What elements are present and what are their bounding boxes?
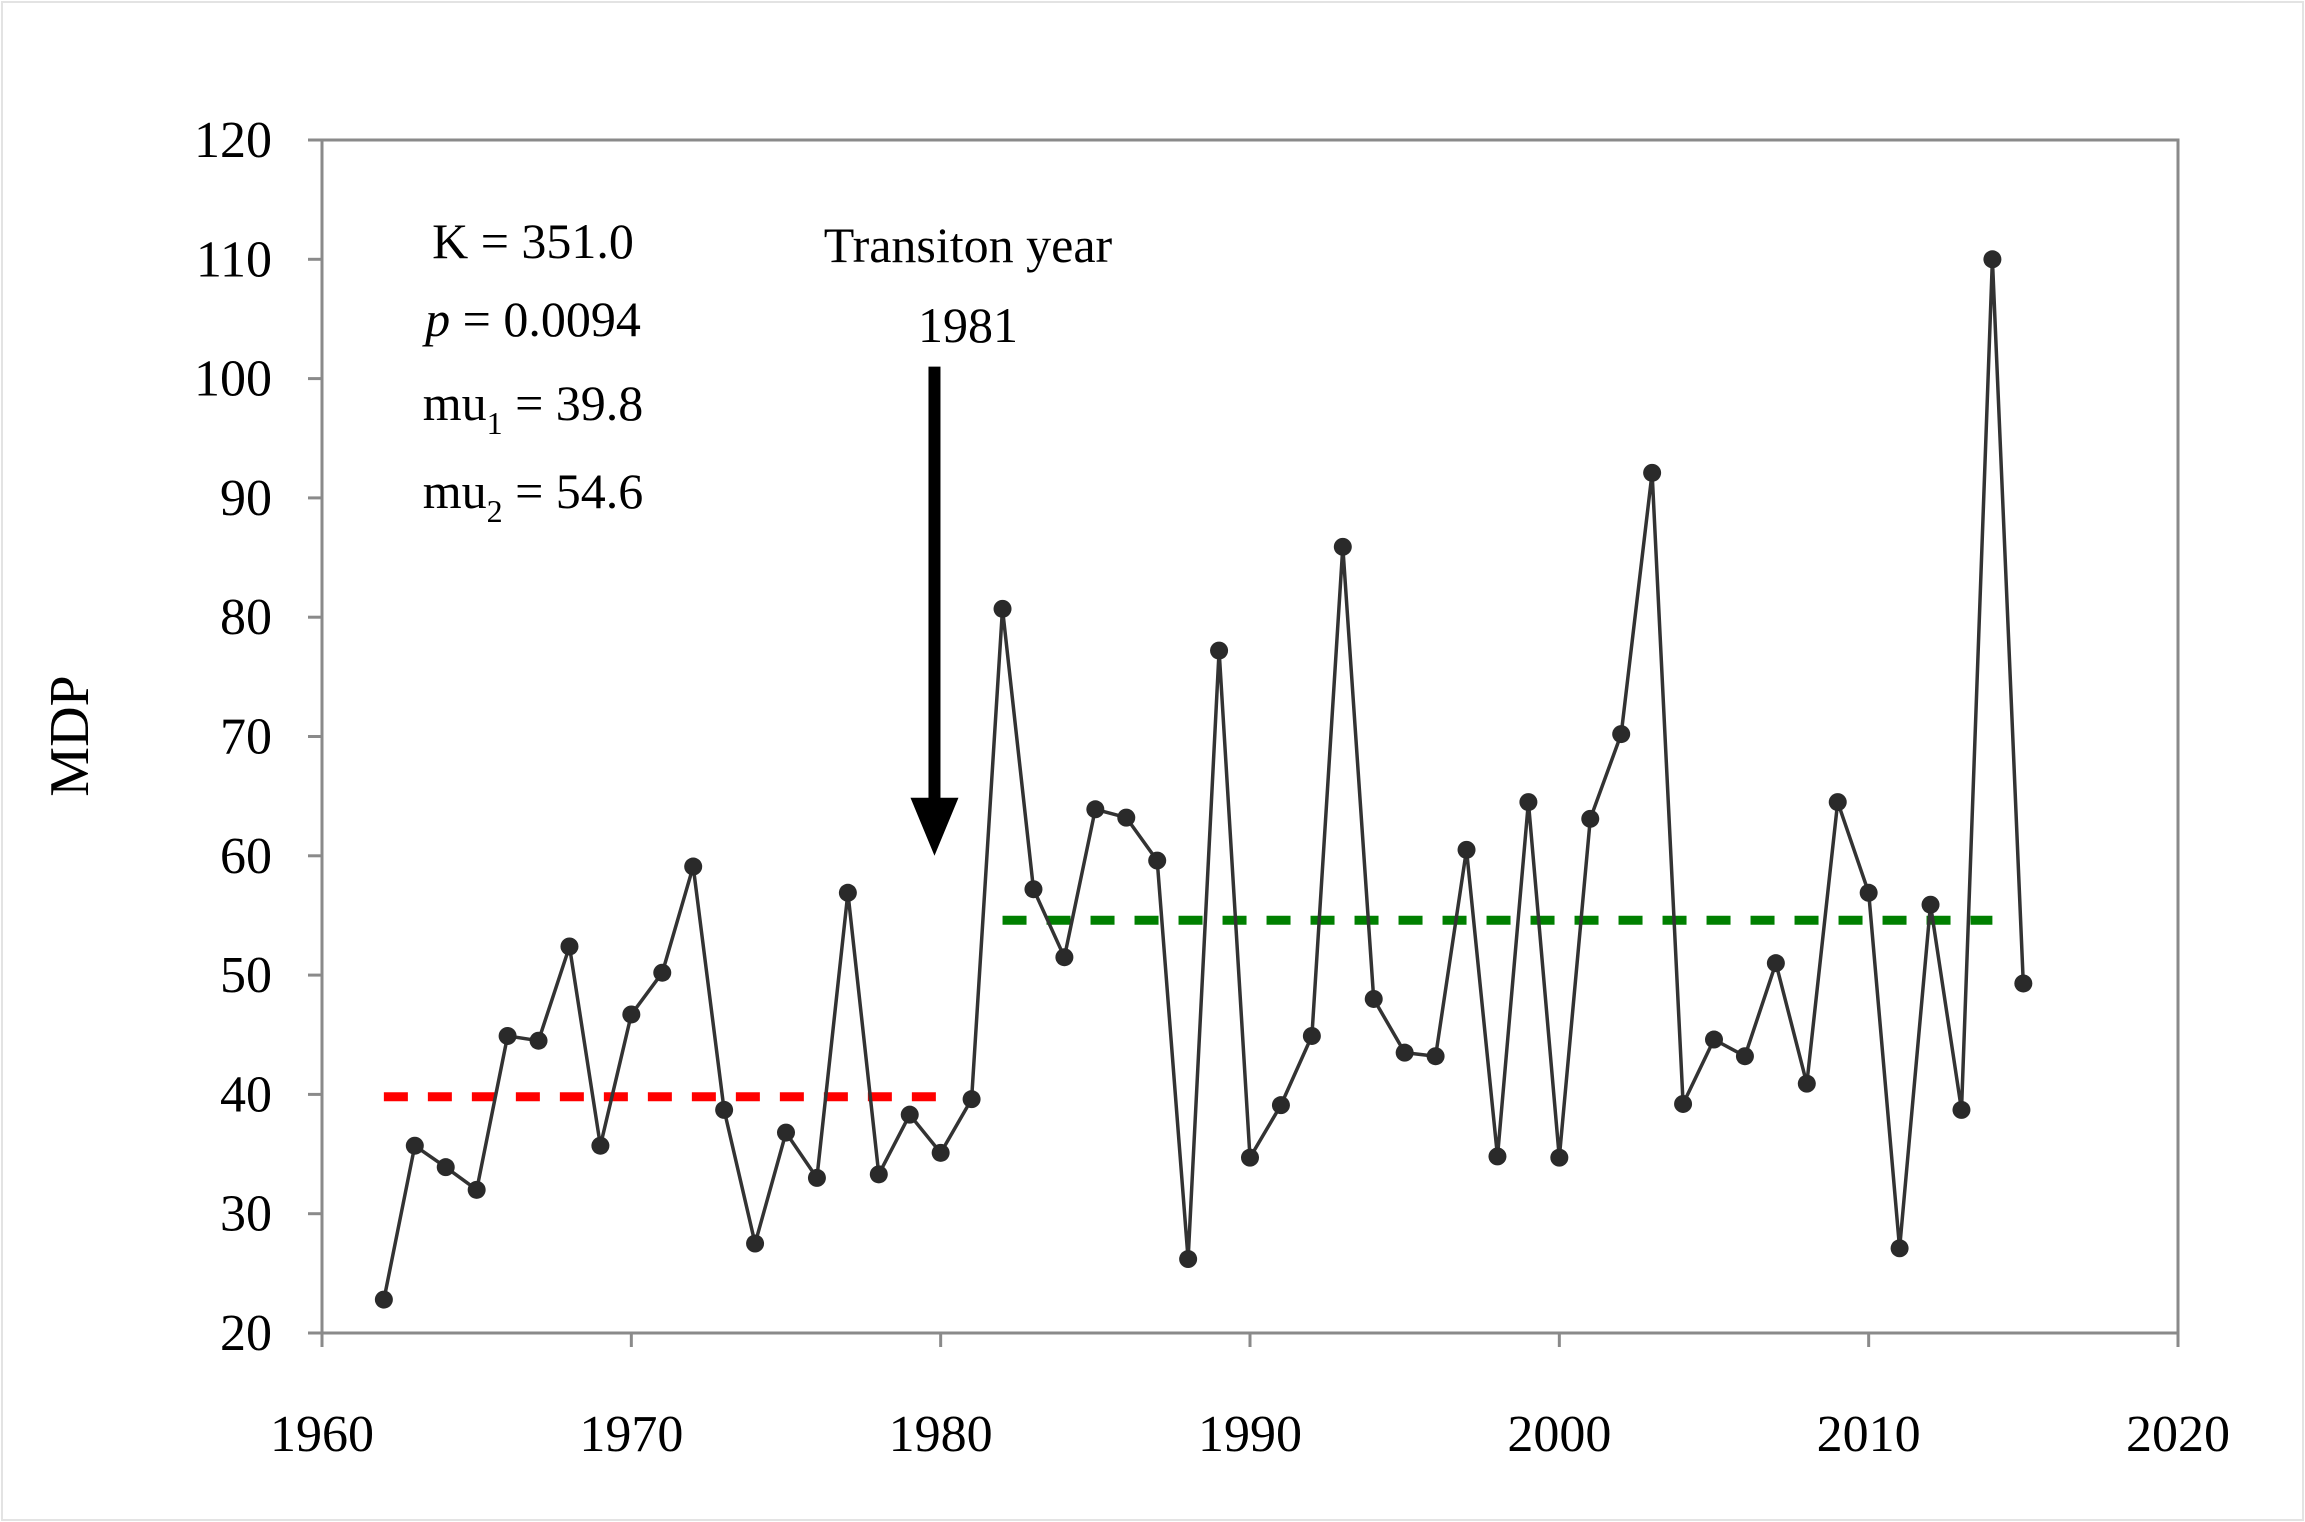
data-point <box>1983 250 2002 269</box>
data-point <box>405 1136 424 1155</box>
y-tick-label: 70 <box>220 709 272 766</box>
data-point <box>1210 641 1229 660</box>
data-point <box>1333 537 1352 556</box>
data-point <box>1705 1030 1723 1049</box>
x-tick-label: 2000 <box>1507 1406 1611 1463</box>
mu1-prefix: mu <box>423 375 487 431</box>
mu2-subscript: 2 <box>487 493 503 529</box>
y-tick-label: 100 <box>194 351 272 408</box>
mu1-value: mu1 = 39.8 <box>423 375 644 441</box>
data-point <box>869 1165 888 1184</box>
x-tick-label: 2020 <box>2126 1406 2230 1463</box>
data-point <box>374 1290 393 1309</box>
x-tick-label: 1960 <box>270 1406 374 1463</box>
y-axis: 20 30 40 50 60 70 80 90 100 110 120 <box>194 112 322 1362</box>
data-points <box>374 250 2033 1309</box>
data-point <box>1024 880 1043 899</box>
y-tick-label: 20 <box>220 1305 272 1362</box>
transition-annotation: Transiton year 1981 <box>824 217 1113 856</box>
transition-label: Transiton year <box>824 217 1113 273</box>
y-tick-label: 60 <box>220 828 272 885</box>
x-tick-label: 1970 <box>579 1406 683 1463</box>
data-point <box>684 857 703 876</box>
data-point <box>1735 1047 1754 1066</box>
data-point <box>1086 800 1105 819</box>
data-point <box>1674 1094 1693 1113</box>
data-point <box>1426 1047 1445 1066</box>
data-point <box>1302 1026 1321 1045</box>
data-point <box>838 883 857 902</box>
y-axis-label: MDP <box>39 675 101 796</box>
data-point <box>900 1105 919 1124</box>
transition-arrow-head <box>910 797 959 856</box>
y-tick-label: 80 <box>220 589 272 646</box>
data-point <box>622 1005 641 1024</box>
data-point <box>931 1143 950 1162</box>
data-point <box>591 1136 610 1155</box>
mean-lines <box>383 915 1993 1102</box>
data-point <box>653 963 672 982</box>
x-axis: 1960 1970 1980 1990 2000 2010 2020 <box>270 1333 2230 1463</box>
data-point <box>1055 948 1074 967</box>
data-point <box>993 599 1012 618</box>
y-tick-label: 40 <box>220 1066 272 1123</box>
data-point <box>1117 808 1136 827</box>
p-symbol: p <box>422 291 450 347</box>
mu1-number: = 39.8 <box>503 375 644 431</box>
x-tick-label: 2010 <box>1817 1406 1921 1463</box>
data-point <box>1488 1147 1507 1166</box>
data-point <box>1797 1074 1816 1093</box>
stats-annotation: K = 351.0 p = 0.0094 mu1 = 39.8 mu2 = 54… <box>422 213 643 529</box>
data-point <box>1519 793 1538 812</box>
p-value: p = 0.0094 <box>422 291 641 347</box>
data-point <box>467 1180 486 1199</box>
data-point <box>1364 989 1383 1008</box>
x-tick-label: 1990 <box>1198 1406 1302 1463</box>
y-tick-label: 90 <box>220 470 272 527</box>
data-point <box>1457 840 1476 859</box>
data-point <box>1148 851 1167 870</box>
y-tick-label: 120 <box>194 112 272 169</box>
data-point <box>1179 1250 1198 1269</box>
data-point <box>807 1168 826 1187</box>
data-point <box>1828 793 1847 812</box>
data-point <box>1581 809 1600 828</box>
data-point <box>1921 895 1940 914</box>
p-value-number: = 0.0094 <box>450 291 641 347</box>
mu1-subscript: 1 <box>487 405 503 441</box>
data-point <box>1612 725 1631 744</box>
x-tick-label: 1980 <box>889 1406 993 1463</box>
data-point <box>1859 883 1878 902</box>
data-point <box>1241 1148 1259 1167</box>
mu2-prefix: mu <box>423 463 487 519</box>
mu2-value: mu2 = 54.6 <box>423 463 644 529</box>
data-point <box>777 1123 795 1142</box>
data-point <box>715 1100 734 1119</box>
data-point <box>1550 1148 1569 1167</box>
data-point <box>962 1090 981 1109</box>
data-point <box>1395 1043 1414 1062</box>
data-point <box>1766 954 1785 973</box>
data-point <box>560 937 579 956</box>
data-point <box>498 1026 517 1045</box>
data-point <box>2014 974 2033 993</box>
y-tick-label: 30 <box>220 1186 272 1243</box>
y-tick-label: 110 <box>196 231 272 288</box>
data-point <box>529 1031 548 1050</box>
data-point <box>1271 1096 1290 1115</box>
data-point <box>1890 1239 1909 1258</box>
data-point <box>1643 463 1662 482</box>
k-statistic: K = 351.0 <box>432 213 634 269</box>
data-point <box>746 1234 765 1253</box>
data-point <box>436 1158 455 1177</box>
transition-year: 1981 <box>918 297 1018 353</box>
mu2-number: = 54.6 <box>503 463 644 519</box>
y-tick-label: 50 <box>220 947 272 1004</box>
data-point <box>1952 1100 1971 1119</box>
